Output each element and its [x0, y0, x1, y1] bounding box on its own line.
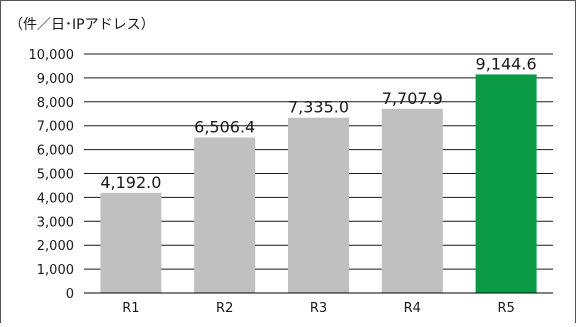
- x-tick-label-r5: R5: [497, 301, 514, 316]
- data-label-r5: 9,144.6: [476, 54, 537, 73]
- y-tick-label: 5,000: [37, 168, 74, 183]
- bar-r2: [194, 137, 256, 293]
- x-axis-tick-labels: R1 R2 R3 R4 R5: [122, 301, 515, 316]
- y-tick-label: 2,000: [37, 239, 74, 254]
- y-tick-label: 10,000: [29, 48, 75, 63]
- y-tick-label: 4,000: [37, 191, 74, 206]
- x-tick-label-r1: R1: [122, 301, 139, 316]
- y-tick-label: 0: [66, 287, 74, 302]
- y-tick-label: 1,000: [37, 263, 74, 278]
- bars: [100, 74, 537, 293]
- y-tick-label: 7,000: [37, 120, 74, 135]
- y-tick-label: 6,000: [37, 144, 74, 159]
- bar-r1: [100, 192, 162, 293]
- x-tick-label-r2: R2: [216, 301, 233, 316]
- y-tick-label: 9,000: [37, 72, 74, 87]
- bar-r5: [475, 74, 537, 293]
- data-label-r4: 7,707.9: [382, 89, 443, 108]
- unit-label: （件／日･IPアドレス）: [9, 17, 155, 33]
- y-tick-label: 8,000: [37, 96, 74, 111]
- data-label-r2: 6,506.4: [194, 117, 255, 136]
- x-tick-label-r3: R3: [310, 301, 327, 316]
- bar-r3: [288, 117, 349, 293]
- data-label-r1: 4,192.0: [100, 173, 161, 192]
- data-label-r3: 7,335.0: [288, 98, 349, 117]
- data-labels: 4,192.0 6,506.4 7,335.0 7,707.9 9,144.6: [100, 54, 536, 191]
- bar-r4: [381, 108, 443, 293]
- y-axis-tick-labels: 0 1,000 2,000 3,000 4,000 5,000 6,000 7,000 8,00…: [29, 48, 75, 302]
- x-tick-label-r4: R4: [404, 301, 421, 316]
- y-tick-label: 3,000: [37, 215, 74, 230]
